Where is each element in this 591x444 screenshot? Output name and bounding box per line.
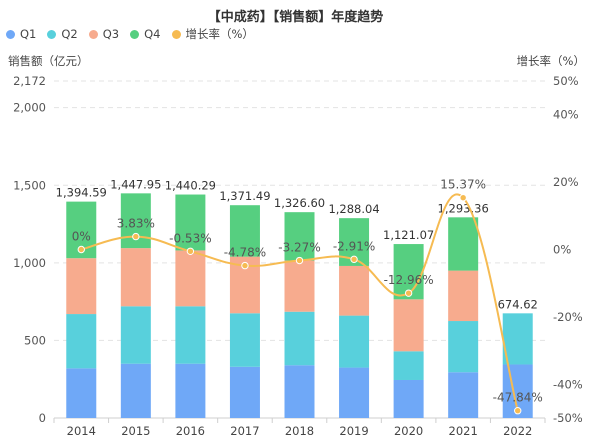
x-tick-label: 2014: [67, 424, 96, 438]
legend-swatch-q2: [47, 29, 57, 39]
bar-total-label: 1,121.07: [383, 228, 434, 242]
bar-q4: [175, 194, 206, 251]
growth-point: [295, 256, 304, 265]
y-left-tick-label: 1,000: [13, 256, 46, 270]
y-right-tick-label: 20%: [553, 175, 579, 189]
bar-q1: [175, 363, 206, 418]
growth-label: -47.84%: [493, 391, 543, 405]
bar-total-label: 674.62: [498, 297, 538, 311]
x-tick-label: 2020: [394, 424, 423, 438]
legend-item-q1[interactable]: Q1: [6, 27, 36, 41]
y-left-tick-label: 0: [39, 411, 46, 425]
bar-q1: [448, 372, 479, 418]
x-tick-label: 2022: [503, 424, 532, 438]
legend-item-q4[interactable]: Q4: [130, 27, 161, 41]
legend: Q1 Q2 Q3 Q4 增长率（%）: [6, 26, 265, 42]
bar-q1: [120, 363, 151, 418]
bar-q2: [66, 314, 97, 369]
legend-label-q1: Q1: [20, 27, 37, 41]
growth-point: [514, 407, 522, 415]
bar-q4: [229, 205, 260, 257]
growth-label: -0.53%: [169, 231, 211, 245]
legend-item-growth[interactable]: 增长率（%）: [171, 26, 254, 42]
growth-point: [132, 232, 140, 241]
legend-swatch-growth: [171, 29, 181, 39]
growth-point: [186, 247, 195, 255]
y-left-tick-label: 2,172: [13, 74, 46, 88]
bar-q2: [448, 321, 479, 373]
x-tick-label: 2017: [230, 424, 259, 438]
bar-q2: [229, 313, 260, 367]
x-tick-label: 2018: [285, 424, 314, 438]
bar-q2: [284, 311, 315, 366]
growth-point: [241, 261, 249, 270]
y-left-tick-label: 1,500: [13, 178, 46, 192]
bar-q3: [393, 299, 424, 352]
legend-swatch-q1: [6, 29, 15, 39]
legend-item-q3[interactable]: Q3: [88, 27, 120, 41]
bar-q2: [175, 306, 206, 364]
bar-q3: [339, 265, 370, 316]
legend-label-q2: Q2: [61, 27, 78, 41]
x-tick-label: 2021: [449, 424, 478, 438]
growth-point: [77, 245, 85, 254]
legend-swatch-q4: [130, 29, 140, 39]
bar-q1: [66, 368, 97, 418]
y-left-tick-label: 2,000: [13, 101, 46, 115]
bar-q1: [284, 365, 315, 418]
bar-total-label: 1,293.36: [438, 201, 489, 215]
bar-total-label: 1,288.04: [328, 202, 379, 216]
bar-q2: [393, 351, 424, 380]
growth-label: 15.37%: [440, 178, 486, 192]
legend-label-q3: Q3: [102, 27, 120, 41]
growth-point: [404, 289, 413, 297]
bar-q3: [448, 270, 479, 322]
growth-point: [459, 194, 467, 202]
x-tick-label: 2015: [121, 424, 150, 438]
bar-q1: [229, 366, 260, 418]
legend-item-q2[interactable]: Q2: [47, 27, 78, 41]
bar-q2: [120, 306, 151, 364]
bar-q3: [175, 250, 206, 307]
chart-title: 【中成药】【销售额】年度趋势: [207, 10, 384, 25]
bar-q3: [284, 260, 315, 312]
growth-label: -2.91%: [333, 239, 375, 253]
bar-q2: [502, 313, 533, 365]
bar-total-label: 1,447.95: [110, 177, 161, 191]
y-left-tick-label: 500: [24, 333, 46, 347]
bar-q1: [339, 367, 370, 418]
bar-q4: [284, 212, 315, 261]
growth-label: 0%: [72, 230, 91, 244]
x-tick-label: 2016: [176, 424, 205, 438]
y-right-tick-label: -20%: [553, 310, 583, 324]
y-right-tick-label: -50%: [553, 411, 583, 425]
legend-label-growth: 增长率（%）: [185, 27, 254, 41]
bar-q2: [339, 315, 370, 368]
bar-q4: [448, 217, 479, 271]
y-right-tick-label: -40%: [553, 377, 583, 391]
bar-total-label: 1,394.59: [56, 186, 107, 200]
y-right-tick-label: 0%: [553, 243, 571, 257]
growth-label: -12.96%: [384, 273, 434, 287]
legend-swatch-q3: [88, 29, 98, 39]
left-axis-title: 销售额（亿元）: [8, 54, 89, 68]
bar-total-label: 1,440.29: [165, 179, 216, 193]
y-right-tick-label: 50%: [553, 74, 579, 88]
growth-label: 3.83%: [117, 217, 155, 231]
right-axis-title: 增长率（%）: [516, 54, 585, 68]
bar-q1: [393, 379, 424, 418]
legend-label-q4: Q4: [144, 27, 161, 41]
growth-point: [350, 255, 358, 264]
bar-total-label: 1,326.60: [274, 196, 325, 210]
bar-q3: [120, 248, 151, 307]
y-right-tick-label: 40%: [553, 108, 579, 122]
bar-total-label: 1,371.49: [219, 189, 270, 203]
bar-q3: [66, 258, 97, 315]
growth-label: -3.27%: [278, 241, 320, 255]
growth-label: -4.78%: [224, 246, 266, 260]
x-tick-label: 2019: [339, 424, 368, 438]
